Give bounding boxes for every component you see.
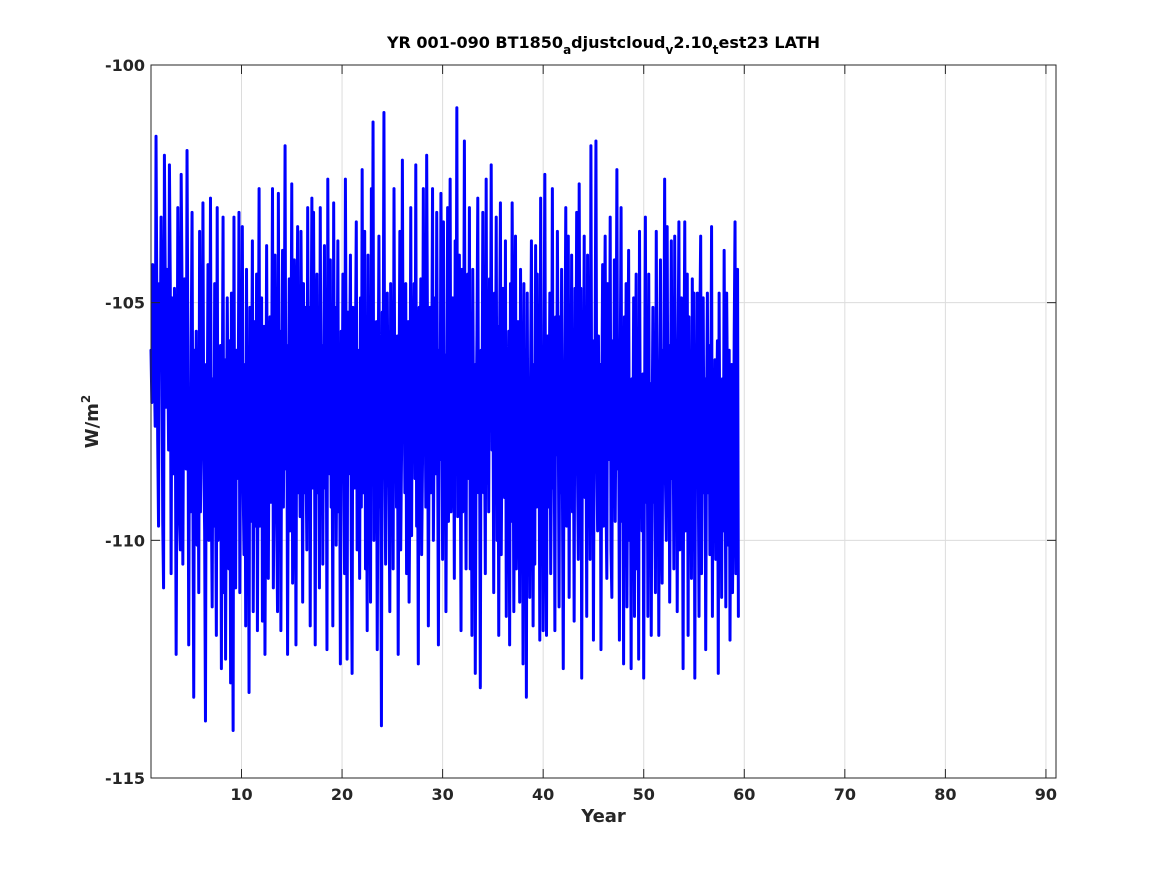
title-subscript: t [713, 43, 719, 57]
x-tick-label: 50 [633, 785, 655, 804]
title-segment: 2.10 [673, 33, 712, 52]
axes-box [150, 64, 1057, 779]
y-axis-label-base: W/m [82, 403, 103, 448]
title-segment: YR 001-090 BT1850 [386, 33, 563, 52]
x-tick-label: 90 [1035, 785, 1057, 804]
y-tick-label: -100 [105, 56, 145, 75]
x-tick-label: 20 [331, 785, 353, 804]
title-segment: est23 LATH [719, 33, 821, 52]
x-axis-label: Year [580, 806, 626, 827]
x-tick-label: 30 [431, 785, 453, 804]
x-tick-label: 60 [733, 785, 755, 804]
x-tick-label: 40 [532, 785, 554, 804]
y-tick-label: -105 [105, 294, 145, 313]
series-line [149, 106, 740, 732]
chart-title: YR 001-090 BT1850adjustcloudv2.10test23 … [386, 33, 820, 57]
x-tick-label: 80 [934, 785, 956, 804]
series-layer [149, 106, 740, 732]
ticks: 10 20 30 40 50 60 70 80 90 -100 -105 -110 -115 [105, 56, 1057, 804]
title-segment: djustcloud [571, 33, 665, 52]
y-axis-label: W/m2 [79, 395, 103, 449]
x-tick-label: 10 [230, 785, 252, 804]
y-tick-label: -115 [105, 769, 145, 788]
x-tick-label: 70 [834, 785, 856, 804]
y-tick-label: -110 [105, 531, 145, 550]
y-axis-label-superscript: 2 [79, 395, 93, 403]
title-subscript: v [665, 43, 673, 57]
title-subscript: a [563, 43, 571, 57]
